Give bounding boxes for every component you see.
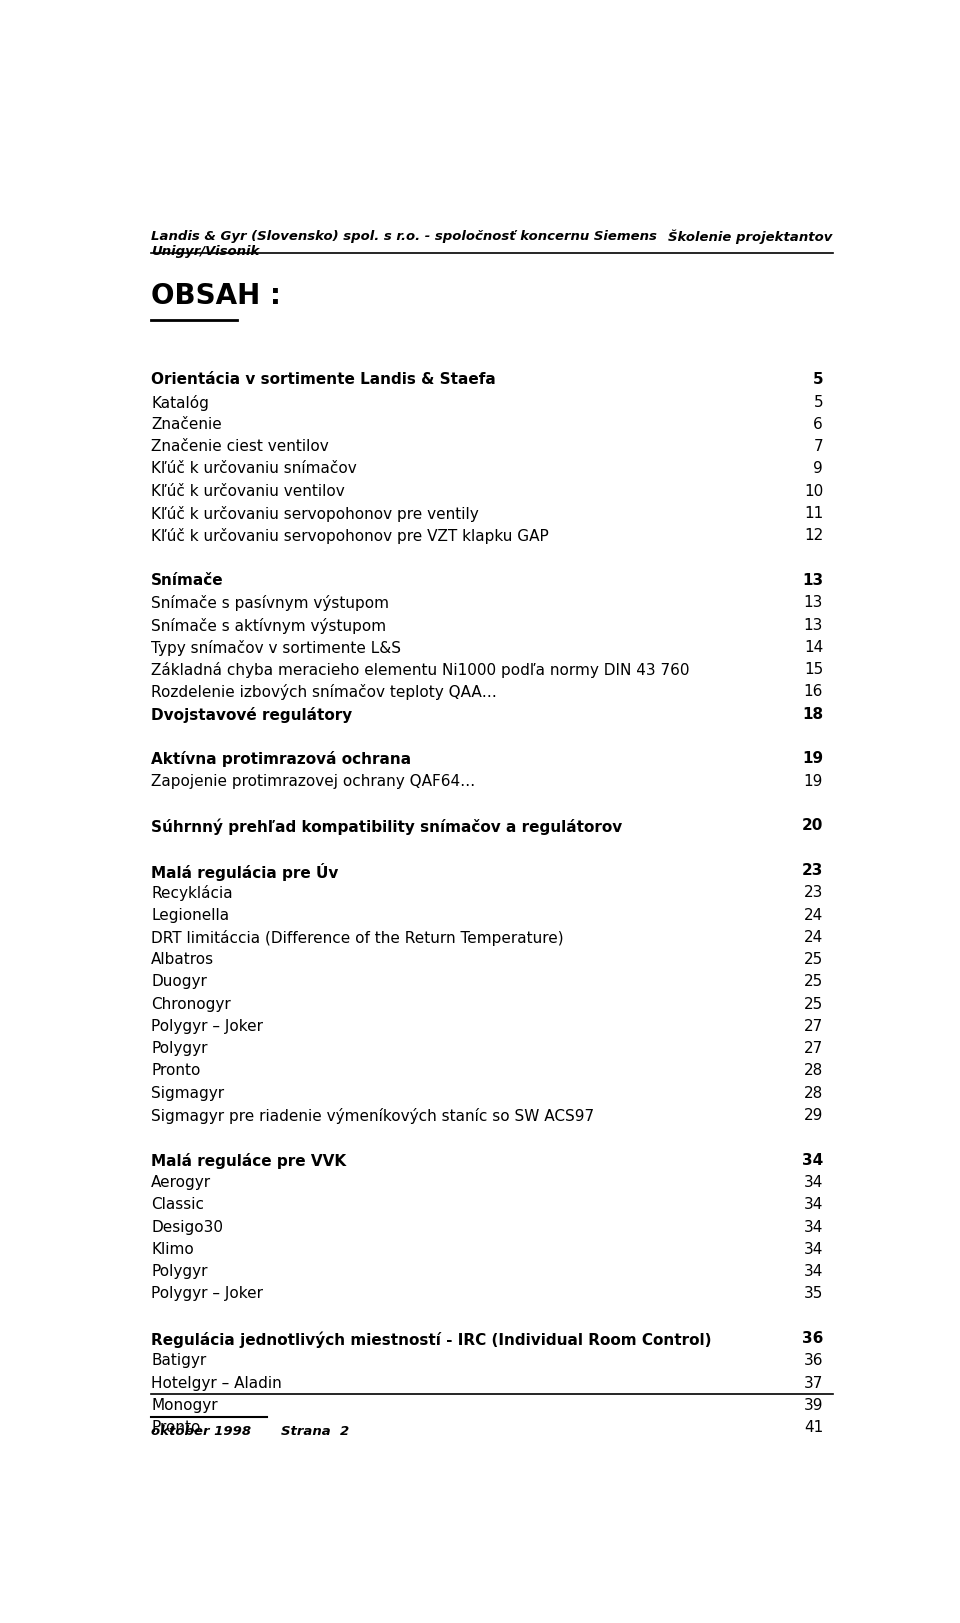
Text: 34: 34: [804, 1196, 823, 1211]
Text: Polygyr – Joker: Polygyr – Joker: [152, 1285, 263, 1300]
Text: 25: 25: [804, 974, 823, 988]
Text: 34: 34: [804, 1263, 823, 1279]
Text: Malá regulácia pre Úv: Malá regulácia pre Úv: [152, 862, 339, 881]
Text: Recyklácia: Recyklácia: [152, 885, 233, 901]
Text: Pronto: Pronto: [152, 1063, 201, 1078]
Text: 18: 18: [802, 706, 823, 721]
Text: OBSAH :: OBSAH :: [152, 282, 281, 310]
Text: 7: 7: [813, 438, 823, 454]
Text: 27: 27: [804, 1040, 823, 1055]
Text: 24: 24: [804, 930, 823, 945]
Text: Monogyr: Monogyr: [152, 1397, 218, 1412]
Text: Hotelgyr – Aladin: Hotelgyr – Aladin: [152, 1375, 282, 1389]
Text: Kľúč k určovaniu ventilov: Kľúč k určovaniu ventilov: [152, 484, 345, 498]
Text: 24: 24: [804, 907, 823, 922]
Text: Polygyr: Polygyr: [152, 1263, 207, 1279]
Text: Značenie: Značenie: [152, 417, 222, 432]
Text: Landis & Gyr (Slovensko) spol. s r.o. - spoločnosť koncernu Siemens
Unigyr/Vison: Landis & Gyr (Slovensko) spol. s r.o. - …: [152, 230, 658, 258]
Text: 20: 20: [802, 818, 823, 833]
Text: 12: 12: [804, 527, 823, 544]
Text: Classic: Classic: [152, 1196, 204, 1211]
Text: Polygyr – Joker: Polygyr – Joker: [152, 1018, 263, 1034]
Text: Školenie projektantov: Školenie projektantov: [668, 230, 832, 245]
Text: Malá reguláce pre VVK: Malá reguláce pre VVK: [152, 1152, 347, 1169]
Text: október 1998: október 1998: [152, 1425, 252, 1438]
Text: 36: 36: [802, 1331, 823, 1345]
Text: Kľúč k určovaniu servopohonov pre ventily: Kľúč k určovaniu servopohonov pre ventil…: [152, 506, 479, 521]
Text: 23: 23: [802, 862, 823, 878]
Text: Sigmagyr pre riadenie výmeníkových staníc so SW ACS97: Sigmagyr pre riadenie výmeníkových staní…: [152, 1107, 594, 1123]
Text: 13: 13: [804, 617, 823, 631]
Text: 25: 25: [804, 951, 823, 967]
Text: 36: 36: [804, 1352, 823, 1368]
Text: 37: 37: [804, 1375, 823, 1389]
Text: 19: 19: [802, 751, 823, 766]
Text: 23: 23: [804, 885, 823, 899]
Text: 28: 28: [804, 1063, 823, 1078]
Text: Polygyr: Polygyr: [152, 1040, 207, 1055]
Text: 5: 5: [813, 394, 823, 409]
Text: 34: 34: [804, 1175, 823, 1190]
Text: 39: 39: [804, 1397, 823, 1412]
Text: Značenie ciest ventilov: Značenie ciest ventilov: [152, 438, 329, 454]
Text: Orientácia v sortimente Landis & Staefa: Orientácia v sortimente Landis & Staefa: [152, 372, 496, 388]
Text: 10: 10: [804, 484, 823, 498]
Text: 14: 14: [804, 639, 823, 654]
Text: Katalóg: Katalóg: [152, 394, 209, 411]
Text: DRT limitáccia (Difference of the Return Temperature): DRT limitáccia (Difference of the Return…: [152, 930, 564, 945]
Text: 34: 34: [804, 1242, 823, 1256]
Text: Legionella: Legionella: [152, 907, 229, 922]
Text: Pronto: Pronto: [152, 1419, 201, 1435]
Text: Súhrnný prehľad kompatibility snímačov a regulátorov: Súhrnný prehľad kompatibility snímačov a…: [152, 818, 622, 834]
Text: 9: 9: [813, 461, 823, 476]
Text: Zapojenie protimrazovej ochrany QAF64…: Zapojenie protimrazovej ochrany QAF64…: [152, 773, 475, 789]
Text: Klimo: Klimo: [152, 1242, 194, 1256]
Text: Batigyr: Batigyr: [152, 1352, 206, 1368]
Text: 13: 13: [804, 596, 823, 610]
Text: 41: 41: [804, 1419, 823, 1435]
Text: Aktívna protimrazová ochrana: Aktívna protimrazová ochrana: [152, 751, 412, 768]
Text: Duogyr: Duogyr: [152, 974, 207, 988]
Text: Aerogyr: Aerogyr: [152, 1175, 211, 1190]
Text: Snímače s aktívnym výstupom: Snímače s aktívnym výstupom: [152, 617, 386, 633]
Text: Chronogyr: Chronogyr: [152, 997, 231, 1011]
Text: 13: 13: [802, 573, 823, 588]
Text: 19: 19: [804, 773, 823, 789]
Text: 34: 34: [804, 1219, 823, 1233]
Text: 5: 5: [812, 372, 823, 388]
Text: Regulácia jednotlivých miestností - IRC (Individual Room Control): Regulácia jednotlivých miestností - IRC …: [152, 1331, 711, 1347]
Text: 28: 28: [804, 1086, 823, 1100]
Text: 16: 16: [804, 683, 823, 700]
Text: Rozdelenie izbových snímačov teploty QAA…: Rozdelenie izbových snímačov teploty QAA…: [152, 683, 497, 700]
Text: 29: 29: [804, 1107, 823, 1121]
Text: 27: 27: [804, 1018, 823, 1034]
Text: Snímače s pasívnym výstupom: Snímače s pasívnym výstupom: [152, 596, 389, 610]
Text: 15: 15: [804, 662, 823, 677]
Text: Sigmagyr: Sigmagyr: [152, 1086, 225, 1100]
Text: Základná chyba meracieho elementu Ni1000 podľa normy DIN 43 760: Základná chyba meracieho elementu Ni1000…: [152, 662, 689, 678]
Text: Kľúč k určovaniu snímačov: Kľúč k určovaniu snímačov: [152, 461, 357, 476]
Text: 34: 34: [802, 1152, 823, 1167]
Text: Snímače: Snímače: [152, 573, 224, 588]
Text: 11: 11: [804, 506, 823, 521]
Text: Desigo30: Desigo30: [152, 1219, 224, 1233]
Text: 25: 25: [804, 997, 823, 1011]
Text: Strana  2: Strana 2: [281, 1425, 349, 1438]
Text: Kľúč k určovaniu servopohonov pre VZT klapku GAP: Kľúč k určovaniu servopohonov pre VZT kl…: [152, 527, 549, 544]
Text: Albatros: Albatros: [152, 951, 214, 967]
Text: Typy snímačov v sortimente L&S: Typy snímačov v sortimente L&S: [152, 639, 401, 656]
Text: 35: 35: [804, 1285, 823, 1300]
Text: Dvojstavové regulátory: Dvojstavové regulátory: [152, 706, 352, 722]
Text: 6: 6: [813, 417, 823, 432]
